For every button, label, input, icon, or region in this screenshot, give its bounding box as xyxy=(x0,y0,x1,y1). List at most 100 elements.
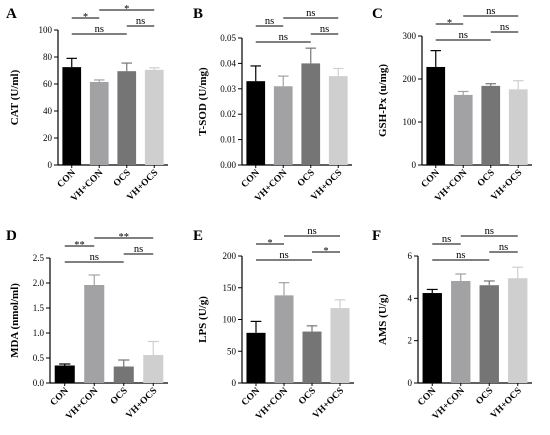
bar-vh-ocs xyxy=(330,308,350,383)
y-tick-label: 100 xyxy=(39,25,53,35)
y-tick-label: 0 xyxy=(48,160,53,170)
significance-label: ns xyxy=(486,6,495,17)
y-tick-label: 1.0 xyxy=(33,328,45,338)
bar-vh-con xyxy=(451,280,471,383)
y-tick-label: 60 xyxy=(43,79,53,89)
significance-label: ns xyxy=(95,24,104,35)
significance-label: ns xyxy=(456,250,465,261)
y-axis-label: LPS (U/g) xyxy=(197,296,209,343)
significance-label: * xyxy=(447,18,452,29)
significance-label: ns xyxy=(134,244,143,255)
y-tick-label: 0 xyxy=(408,378,413,388)
bar-ocs xyxy=(479,285,499,383)
significance-label: ns xyxy=(136,16,145,27)
y-tick-label: 200 xyxy=(223,251,237,261)
y-tick-label: 40 xyxy=(43,106,53,116)
category-label: OCS xyxy=(112,168,133,189)
significance-label: ns xyxy=(442,234,451,245)
category-label: OCS xyxy=(109,386,130,407)
significance-label: ns xyxy=(459,30,468,41)
significance-label: ns xyxy=(500,22,509,33)
bar-vh-ocs xyxy=(508,89,528,165)
category-label: OCS xyxy=(476,168,497,189)
y-tick-label: 100 xyxy=(223,315,237,325)
bar-ocs xyxy=(113,366,134,383)
significance-label: ns xyxy=(307,226,316,237)
y-tick-label: 0.00 xyxy=(220,160,236,170)
panel-b: B T-SOD (U/mg) 0.00 0.01 0.02 0.03 0.04 0.05 CON… xyxy=(193,6,352,204)
bar-con xyxy=(426,66,446,165)
y-tick-label: 1.5 xyxy=(33,303,45,313)
category-label: CON xyxy=(420,168,442,190)
bar-vh-ocs xyxy=(143,355,164,383)
bar-con xyxy=(54,365,75,383)
category-label: OCS xyxy=(474,386,495,407)
y-axis-label: GSH-Px (u/mg) xyxy=(377,64,389,137)
category-label: OCS xyxy=(297,386,318,407)
y-tick-label: 0.5 xyxy=(33,353,45,363)
panel-letter: C xyxy=(372,6,383,22)
panel-letter: B xyxy=(193,6,203,22)
y-tick-label: 0.0 xyxy=(33,378,45,388)
y-tick-label: 0.02 xyxy=(220,109,236,119)
bar-vh-con xyxy=(453,94,473,165)
bar-ocs xyxy=(301,63,321,165)
significance-label: ** xyxy=(119,232,130,243)
y-tick-label: 6 xyxy=(408,251,413,261)
significance-label: ns xyxy=(265,16,274,27)
y-tick-label: 50 xyxy=(227,346,237,356)
y-tick-label: 0 xyxy=(412,160,417,170)
category-label: CON xyxy=(56,168,78,190)
category-label: VH+CON xyxy=(64,386,100,422)
significance-label: * xyxy=(124,4,129,15)
bar-con xyxy=(246,332,266,383)
significance-label: ns xyxy=(279,250,288,261)
y-axis-label: AMS (U/g) xyxy=(377,294,389,345)
bar-ocs xyxy=(302,331,322,383)
category-label: CON xyxy=(240,168,262,190)
significance-label: * xyxy=(267,238,272,249)
significance-label: ** xyxy=(74,240,85,251)
category-label: CON xyxy=(49,386,71,408)
bar-con xyxy=(246,81,266,165)
y-tick-label: 0.03 xyxy=(220,84,236,94)
panel-d: D MDA (nmol/ml) 0.0 0.5 1.0 1.5 2.0 2.5 CONVH+CO… xyxy=(6,228,168,422)
bar-ocs xyxy=(117,71,137,165)
bar-con xyxy=(62,67,82,165)
y-tick-label: 0 xyxy=(232,378,237,388)
y-tick-label: 20 xyxy=(43,133,53,143)
significance-label: ns xyxy=(485,226,494,237)
y-tick-label: 0.01 xyxy=(220,135,236,145)
category-label: CON xyxy=(416,386,438,408)
panel-letter: D xyxy=(6,228,17,244)
category-label: VH+OCS xyxy=(125,386,160,421)
y-tick-label: 2 xyxy=(408,336,413,346)
y-axis-label: MDA (nmol/ml) xyxy=(9,283,21,358)
y-tick-label: 150 xyxy=(223,283,237,293)
bar-vh-con xyxy=(89,81,109,165)
panel-letter: E xyxy=(193,228,203,244)
significance-label: ns xyxy=(90,252,99,263)
category-label: VH+OCS xyxy=(311,386,346,421)
y-axis-label: CAT (U/ml) xyxy=(9,69,21,125)
category-label: OCS xyxy=(296,168,317,189)
category-label: VH+OCS xyxy=(489,386,524,421)
category-label: CON xyxy=(240,386,262,408)
y-tick-label: 200 xyxy=(403,74,417,84)
bar-vh-con xyxy=(274,295,294,383)
bar-con xyxy=(422,293,442,383)
y-tick-label: 2.0 xyxy=(33,278,45,288)
bar-vh-ocs xyxy=(144,69,164,165)
y-axis-label: T-SOD (U/mg) xyxy=(197,67,209,136)
bar-vh-ocs xyxy=(328,76,348,165)
bar-vh-ocs xyxy=(508,278,528,383)
bar-ocs xyxy=(481,85,501,165)
y-tick-label: 4 xyxy=(408,293,413,303)
significance-label: ns xyxy=(306,8,315,19)
significance-label: ns xyxy=(279,32,288,43)
significance-label: ns xyxy=(499,242,508,253)
